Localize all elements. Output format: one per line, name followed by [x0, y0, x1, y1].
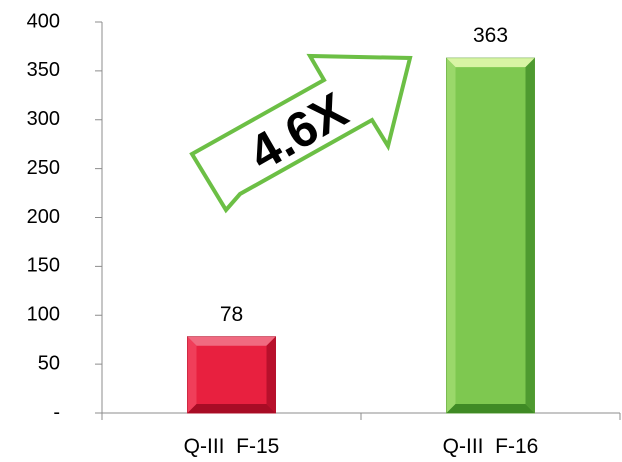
y-tick-label: -	[53, 401, 60, 423]
bar-bevel-bottom	[187, 404, 276, 413]
bar-bevel-bottom	[446, 404, 535, 413]
y-tick-label: 100	[27, 304, 60, 326]
bar	[187, 336, 276, 414]
bar-data-label: 363	[473, 24, 508, 47]
y-tick-label: 350	[27, 59, 60, 81]
growth-callout: 4.6X	[189, 53, 413, 214]
x-category-label: Q-III F-16	[443, 435, 539, 458]
y-tick-label: 300	[27, 108, 60, 130]
y-tick-label: 150	[27, 255, 60, 277]
bar-bevel-right	[525, 58, 535, 413]
growth-arrow	[189, 53, 413, 214]
bar	[446, 57, 535, 414]
x-category-label: Q-III F-15	[184, 435, 280, 458]
bar-bevel-right	[266, 336, 276, 413]
bar-data-label: 78	[220, 303, 243, 326]
y-tick-label: 200	[27, 206, 60, 228]
y-tick-label: 250	[27, 157, 60, 179]
bar-bevel-left	[446, 58, 456, 413]
y-tick-label: 400	[27, 10, 60, 32]
bar-bevel-top	[446, 58, 535, 68]
bar-bevel-left	[187, 336, 197, 413]
axes: - 50 100 150 200 250 300 350 400 Q-III F-15 Q-III …	[27, 10, 621, 458]
bars	[187, 57, 535, 414]
data-labels: 78 363	[220, 24, 508, 326]
y-tick-label: 50	[38, 352, 60, 374]
bar-body	[446, 57, 535, 414]
bar-bevel-top	[187, 336, 276, 346]
bar-body	[187, 336, 276, 414]
